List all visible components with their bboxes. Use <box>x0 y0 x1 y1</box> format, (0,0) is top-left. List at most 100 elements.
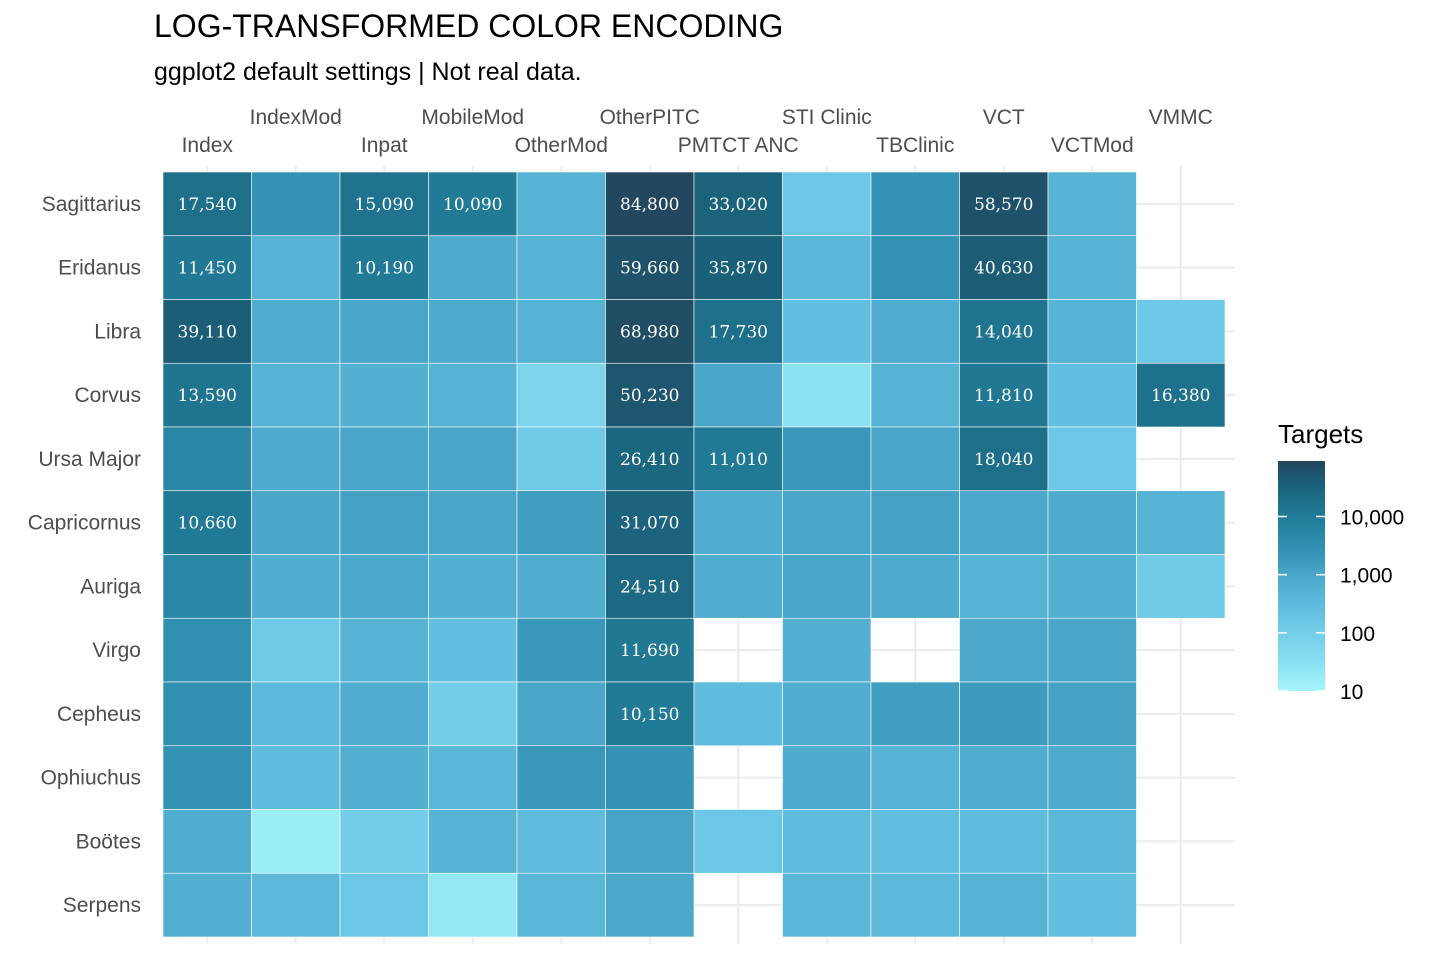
chart-title: LOG-TRANSFORMED COLOR ENCODING <box>154 8 784 44</box>
heatmap-cell <box>870 809 960 874</box>
heatmap-cell <box>870 299 960 364</box>
heatmap-cell <box>516 235 606 300</box>
x-tick-label: Index <box>182 134 234 157</box>
cell-value-label: 11,810 <box>974 386 1033 406</box>
heatmap-cell <box>428 362 518 428</box>
cell-value-label: 26,410 <box>620 450 679 470</box>
heatmap-cell <box>251 490 341 555</box>
heatmap-cell <box>428 745 518 810</box>
heatmap-cell <box>162 872 252 938</box>
cell-value-label: 17,540 <box>178 195 237 215</box>
heatmap-cell <box>162 554 252 619</box>
heatmap-cell <box>782 171 872 237</box>
heatmap-cell <box>1047 745 1137 810</box>
heatmap-cell <box>251 299 341 364</box>
y-tick-label: Ophiuchus <box>41 767 141 790</box>
heatmap-cell <box>516 872 606 938</box>
heatmap-cell <box>339 235 429 300</box>
heatmap-cell <box>693 171 783 237</box>
cell-value-label: 39,110 <box>178 322 237 342</box>
legend: Targets 10 100 1,000 10,000 <box>1278 419 1404 704</box>
heatmap-cell <box>605 681 695 747</box>
heatmap-cell <box>605 299 695 364</box>
heatmap-cell <box>516 362 606 428</box>
x-tick-label: STI Clinic <box>782 106 872 129</box>
cell-value-label: 24,510 <box>620 577 679 597</box>
heatmap-cell <box>782 745 872 810</box>
heatmap-cell <box>1136 299 1226 364</box>
x-tick-label: OtherMod <box>515 134 608 157</box>
heatmap-cell <box>162 171 252 237</box>
heatmap-cell <box>959 617 1049 683</box>
y-tick-label: Cepheus <box>57 703 141 726</box>
heatmap-cell <box>428 235 518 300</box>
heatmap-cell <box>1136 554 1226 619</box>
heatmap-cell <box>428 681 518 747</box>
cell-value-label: 13,590 <box>178 386 237 406</box>
heatmap-cell <box>605 171 695 237</box>
heatmap-cell <box>782 872 872 938</box>
cell-value-label: 35,870 <box>709 259 768 279</box>
heatmap-cell <box>428 809 518 874</box>
heatmap-cell <box>870 745 960 810</box>
heatmap-cell <box>1047 554 1137 619</box>
y-tick-label: Capricornus <box>28 512 141 535</box>
x-tick-label: IndexMod <box>250 106 342 129</box>
heatmap-cell <box>782 362 872 428</box>
heatmap-cell <box>959 681 1049 747</box>
x-tick-label: MobileMod <box>421 106 524 129</box>
heatmap-cell <box>1047 681 1137 747</box>
cell-value-label: 11,450 <box>178 259 237 279</box>
heatmap-cells <box>162 171 1226 938</box>
heatmap-cell <box>428 171 518 237</box>
y-tick-label: Auriga <box>80 575 141 598</box>
heatmap-cell <box>339 745 429 810</box>
heatmap-cell <box>1047 299 1137 364</box>
heatmap-cell <box>1047 171 1137 237</box>
heatmap-cell <box>251 362 341 428</box>
heatmap-cell <box>959 809 1049 874</box>
heatmap-cell <box>693 362 783 428</box>
heatmap-cell <box>162 745 252 810</box>
cell-value-label: 40,630 <box>974 259 1033 279</box>
cell-labels: 17,540 15,090 10,090 84,800 33,020 58,570 11,4… <box>178 195 1211 725</box>
heatmap-cell <box>251 235 341 300</box>
heatmap-cell <box>251 872 341 938</box>
heatmap-cell <box>782 554 872 619</box>
heatmap-cell <box>428 426 518 492</box>
heatmap-cell <box>1047 426 1137 492</box>
y-tick-label: Corvus <box>74 384 141 407</box>
y-tick-label: Boötes <box>76 830 141 853</box>
heatmap-cell <box>516 171 606 237</box>
cell-value-label: 10,190 <box>355 259 414 279</box>
legend-label: 1,000 <box>1340 565 1393 588</box>
heatmap-cell <box>605 554 695 619</box>
y-axis: Sagittarius Eridanus Libra Corvus Ursa Major… <box>28 193 142 917</box>
cell-value-label: 10,090 <box>443 195 502 215</box>
heatmap-cell <box>693 490 783 555</box>
heatmap-cell <box>1136 490 1226 555</box>
heatmap-cell <box>251 809 341 874</box>
x-tick-label: VCTMod <box>1051 134 1134 157</box>
heatmap-cell <box>870 235 960 300</box>
heatmap-cell <box>162 362 252 428</box>
heatmap-cell <box>162 617 252 683</box>
legend-title: Targets <box>1278 419 1363 449</box>
heatmap-cell <box>251 745 341 810</box>
heatmap-cell <box>782 299 872 364</box>
heatmap-cell <box>339 490 429 555</box>
heatmap-cell <box>251 554 341 619</box>
cell-value-label: 11,690 <box>620 641 679 661</box>
heatmap-cell <box>162 426 252 492</box>
heatmap-cell <box>516 745 606 810</box>
legend-colorbar <box>1278 461 1325 691</box>
cell-value-label: 15,090 <box>355 195 414 215</box>
cell-value-label: 14,040 <box>974 322 1033 342</box>
cell-value-label: 59,660 <box>620 259 679 279</box>
heatmap-cell <box>339 809 429 874</box>
heatmap-cell <box>870 872 960 938</box>
heatmap-cell <box>605 872 695 938</box>
heatmap-cell <box>870 426 960 492</box>
heatmap-cell <box>782 235 872 300</box>
